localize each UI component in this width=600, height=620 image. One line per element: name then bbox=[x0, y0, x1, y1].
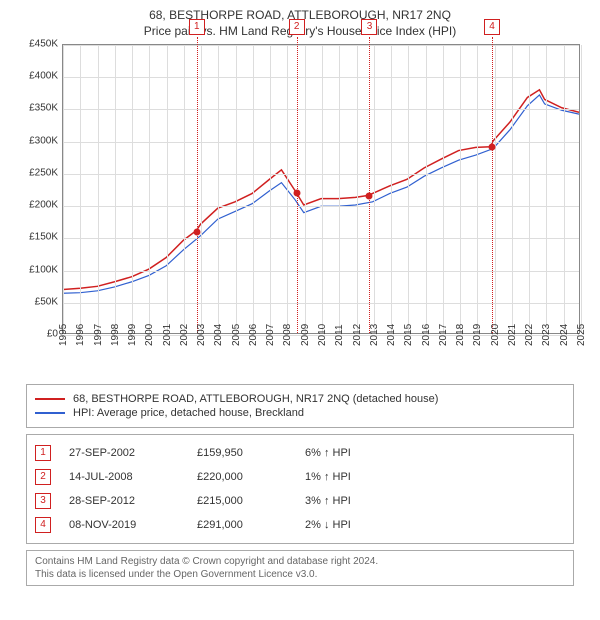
marker-label: 2 bbox=[289, 19, 305, 35]
footnote: Contains HM Land Registry data © Crown c… bbox=[26, 550, 574, 586]
legend-swatch bbox=[35, 398, 65, 400]
gridline-v bbox=[305, 45, 306, 333]
gridline-v bbox=[167, 45, 168, 333]
gridline-h bbox=[63, 303, 579, 304]
transaction-diff: 2% ↓ HPI bbox=[305, 519, 395, 531]
transaction-row: 3 28-SEP-2012 £215,000 3% ↑ HPI bbox=[35, 489, 565, 513]
gridline-v bbox=[149, 45, 150, 333]
series-hpi bbox=[63, 95, 579, 293]
y-tick-label: £100K bbox=[20, 264, 58, 275]
transactions-table: 1 27-SEP-2002 £159,950 6% ↑ HPI 2 14-JUL-2008… bbox=[26, 434, 574, 544]
gridline-v bbox=[512, 45, 513, 333]
gridline-v bbox=[270, 45, 271, 333]
series-property bbox=[63, 90, 579, 290]
transaction-price: £291,000 bbox=[197, 519, 287, 531]
transaction-marker: 2 bbox=[35, 469, 51, 485]
marker-dot bbox=[193, 228, 200, 235]
gridline-v bbox=[253, 45, 254, 333]
y-tick-label: £400K bbox=[20, 71, 58, 82]
gridline-v bbox=[287, 45, 288, 333]
transaction-diff: 1% ↑ HPI bbox=[305, 471, 395, 483]
gridline-v bbox=[408, 45, 409, 333]
transaction-date: 14-JUL-2008 bbox=[69, 471, 179, 483]
y-tick-label: £300K bbox=[20, 135, 58, 146]
gridline-v bbox=[581, 45, 582, 333]
line-layer bbox=[63, 45, 579, 333]
transaction-date: 28-SEP-2012 bbox=[69, 495, 179, 507]
gridline-v bbox=[339, 45, 340, 333]
gridline-h bbox=[63, 206, 579, 207]
transaction-price: £215,000 bbox=[197, 495, 287, 507]
transaction-diff: 6% ↑ HPI bbox=[305, 447, 395, 459]
gridline-v bbox=[391, 45, 392, 333]
transaction-date: 08-NOV-2019 bbox=[69, 519, 179, 531]
y-tick-label: £250K bbox=[20, 167, 58, 178]
gridline-v bbox=[184, 45, 185, 333]
marker-dot bbox=[293, 190, 300, 197]
legend-swatch bbox=[35, 412, 65, 414]
y-tick-label: £50K bbox=[20, 296, 58, 307]
gridline-v bbox=[218, 45, 219, 333]
legend: 68, BESTHORPE ROAD, ATTLEBOROUGH, NR17 2… bbox=[26, 384, 574, 428]
gridline-v bbox=[132, 45, 133, 333]
y-tick-label: £0 bbox=[20, 329, 58, 340]
marker-line bbox=[492, 37, 493, 333]
marker-dot bbox=[489, 144, 496, 151]
legend-item: 68, BESTHORPE ROAD, ATTLEBOROUGH, NR17 2… bbox=[35, 393, 565, 405]
gridline-v bbox=[477, 45, 478, 333]
gridline-v bbox=[426, 45, 427, 333]
gridline-v bbox=[322, 45, 323, 333]
marker-line bbox=[297, 37, 298, 333]
gridline-v bbox=[529, 45, 530, 333]
gridline-h bbox=[63, 238, 579, 239]
gridline-v bbox=[546, 45, 547, 333]
transaction-row: 1 27-SEP-2002 £159,950 6% ↑ HPI bbox=[35, 441, 565, 465]
gridline-v bbox=[374, 45, 375, 333]
y-tick-label: £200K bbox=[20, 200, 58, 211]
footnote-line: This data is licensed under the Open Gov… bbox=[35, 568, 565, 581]
transaction-date: 27-SEP-2002 bbox=[69, 447, 179, 459]
gridline-v bbox=[564, 45, 565, 333]
legend-label: HPI: Average price, detached house, Brec… bbox=[73, 407, 304, 419]
gridline-h bbox=[63, 142, 579, 143]
gridline-h bbox=[63, 77, 579, 78]
gridline-v bbox=[80, 45, 81, 333]
gridline-v bbox=[357, 45, 358, 333]
transaction-marker: 1 bbox=[35, 445, 51, 461]
transaction-row: 4 08-NOV-2019 £291,000 2% ↓ HPI bbox=[35, 513, 565, 537]
gridline-v bbox=[98, 45, 99, 333]
gridline-v bbox=[201, 45, 202, 333]
gridline-v bbox=[236, 45, 237, 333]
x-tick-label: 2025 bbox=[576, 324, 600, 346]
marker-line bbox=[369, 37, 370, 333]
gridline-h bbox=[63, 271, 579, 272]
y-tick-label: £350K bbox=[20, 103, 58, 114]
legend-item: HPI: Average price, detached house, Brec… bbox=[35, 407, 565, 419]
transaction-diff: 3% ↑ HPI bbox=[305, 495, 395, 507]
transaction-price: £220,000 bbox=[197, 471, 287, 483]
gridline-v bbox=[443, 45, 444, 333]
marker-label: 1 bbox=[189, 19, 205, 35]
marker-label: 4 bbox=[484, 19, 500, 35]
gridline-h bbox=[63, 45, 579, 46]
footnote-line: Contains HM Land Registry data © Crown c… bbox=[35, 555, 565, 568]
marker-label: 3 bbox=[361, 19, 377, 35]
gridline-v bbox=[115, 45, 116, 333]
gridline-v bbox=[63, 45, 64, 333]
marker-dot bbox=[366, 193, 373, 200]
y-tick-label: £450K bbox=[20, 39, 58, 50]
gridline-v bbox=[495, 45, 496, 333]
chart-area: 1234 £0 £50K £100K £150K £200K £250K £300K £350… bbox=[20, 44, 580, 374]
transaction-marker: 4 bbox=[35, 517, 51, 533]
y-tick-label: £150K bbox=[20, 232, 58, 243]
gridline-v bbox=[460, 45, 461, 333]
marker-line bbox=[197, 37, 198, 333]
transaction-row: 2 14-JUL-2008 £220,000 1% ↑ HPI bbox=[35, 465, 565, 489]
gridline-h bbox=[63, 174, 579, 175]
gridline-h bbox=[63, 109, 579, 110]
transaction-marker: 3 bbox=[35, 493, 51, 509]
transaction-price: £159,950 bbox=[197, 447, 287, 459]
legend-label: 68, BESTHORPE ROAD, ATTLEBOROUGH, NR17 2… bbox=[73, 393, 438, 405]
plot: 1234 bbox=[62, 44, 580, 334]
